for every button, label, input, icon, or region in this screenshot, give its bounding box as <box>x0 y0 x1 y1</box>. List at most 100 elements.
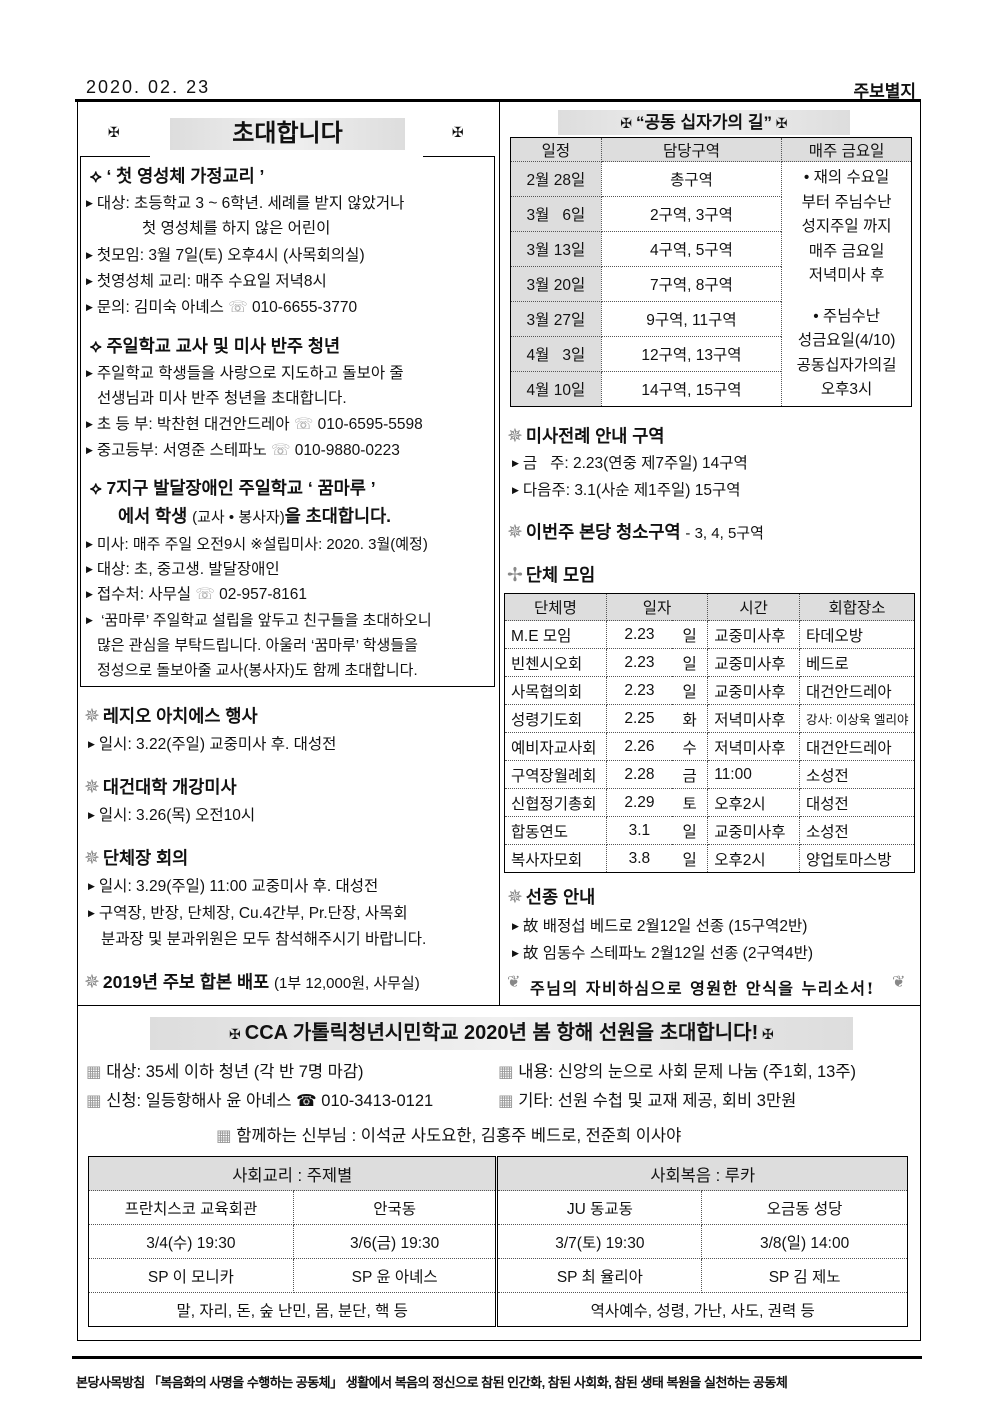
col-header: 담당구역 <box>600 137 783 162</box>
cca-table: 사회교리 : 주제별 사회복음 : 루카 프란치스코 교육회관 안국동 JU 동교동 오… <box>87 1156 908 1327</box>
section-heading: ✵ 미사전례 안내 구역 <box>507 426 665 447</box>
group-day: 일 <box>671 676 709 705</box>
square-icon: ▦ <box>498 1092 519 1110</box>
section-heading: ✵ 이번주 본당 청소구역 - 3, 4, 5구역 <box>507 522 764 543</box>
square-icon: ▦ <box>86 1092 107 1110</box>
section-heading: ✵ 레지오 아치에스 행사 <box>84 706 258 727</box>
table-row: 3/4(수) 19:30 3/6(금) 19:30 3/7(토) 19:30 3/8(… <box>88 1224 908 1259</box>
section-heading: ✵ 단체장 회의 <box>84 848 189 869</box>
group-time: 오후2시 <box>707 844 801 873</box>
table-row: 빈첸시오회 2.23 일 교중미사후 베드로 <box>504 648 915 677</box>
group-date: 2.28 <box>605 760 672 789</box>
group-day: 일 <box>671 844 709 873</box>
group-day: 수 <box>671 732 709 761</box>
square-icon: ▦ <box>216 1127 237 1145</box>
sparkle-icon: ✵ <box>84 972 100 993</box>
table-row: 복사자모회 3.8 일 오후2시 양업토마스방 <box>504 844 915 873</box>
table-row: 프란치스코 교육회관 안국동 JU 동교동 오금동 성당 <box>88 1190 908 1225</box>
section-heading: ⟡ 7지구 발달장애인 주일학교 ‘ 꿈마루 ’ <box>90 478 376 498</box>
cross-icon: ✠ <box>758 1026 774 1042</box>
col-header: 회합장소 <box>799 593 915 621</box>
table-row: SP 이 모니카 SP 윤 아녜스 SP 최 율리아 SP 김 제노 <box>88 1258 908 1293</box>
cca-item: ▦ 내용: 신앙의 눈으로 사회 문제 나눔 (주1회, 13주) <box>498 1063 857 1081</box>
list-item: ▶ 주일학교 학생들을 사랑으로 지도하고 돌보아 줄 <box>86 365 404 382</box>
sparkle-icon: ✵ <box>84 706 100 727</box>
table-row: 4월 3일 12구역, 13구역 <box>510 336 912 372</box>
table-row: 구역장월례회 2.28 금 11:00 소성전 <box>504 760 915 789</box>
list-item: ▶ 일시: 3.22(주일) 교중미사 후. 대성전 <box>88 736 337 753</box>
groups-table: 단체명 일자 시간 회합장소 M.E 모임 2.23 일 교중미사후 타데오방 빈첸시오회 2.2… <box>504 593 915 873</box>
list-item: 많은 관심을 부탁드립니다. 아울러 ‘꿈마루’ 학생들을 <box>97 637 418 654</box>
list-item: 첫 영성체를 하지 않은 어린이 <box>142 220 331 237</box>
cross-icon: ✠ <box>229 1026 245 1042</box>
list-item: ▶ 첫영성체 교리: 매주 수요일 저녁8시 <box>86 273 327 290</box>
group-date: 3.1 <box>605 816 672 845</box>
sparkle-icon: ✢ <box>507 565 523 586</box>
list-item: ▶ 문의: 김미숙 아녜스 ☏ 010-6655-3770 <box>86 299 358 316</box>
top-rule <box>75 99 921 102</box>
diamond-icon: ⟡ <box>90 336 107 356</box>
list-item: ▶ 일시: 3.29(주일) 11:00 교중미사 후. 대성전 <box>88 878 379 895</box>
group-date: 2.23 <box>605 648 672 677</box>
cross-icon: ✠ <box>108 124 120 140</box>
group-place: 베드로 <box>799 648 915 677</box>
invite-box <box>80 156 495 687</box>
group-date: 2.29 <box>605 788 672 817</box>
cross-way-table: 일정 담당구역 매주 금요일 2월 28일 총구역 • 재의 수요일 부터 주님수난 성지… <box>510 137 912 407</box>
table-row: 합동연도 3.1 일 교중미사후 소성전 <box>504 816 915 845</box>
group-time: 저녁미사후 <box>707 704 801 733</box>
list-item: ▶ 구역장, 반장, 단체장, Cu.4간부, Pr.단장, 사목회 <box>88 905 408 922</box>
col-header: 매주 금요일 <box>781 137 912 162</box>
section-heading: ✵ 2019년 주보 합본 배포 (1부 12,000원, 사무실) <box>84 972 420 993</box>
cross-way-title: ✠ “공동 십자가의 길” ✠ <box>558 110 850 135</box>
group-time: 교중미사후 <box>707 620 801 649</box>
group-name: 사목협의회 <box>504 676 607 705</box>
group-date: 2.23 <box>605 620 672 649</box>
phone-icon: ☎ <box>296 1092 317 1110</box>
col-header: 시간 <box>707 593 801 621</box>
outer-frame <box>77 100 921 1341</box>
list-item: ▶ 일시: 3.26(목) 오전10시 <box>88 807 256 824</box>
group-time: 교중미사후 <box>707 648 801 677</box>
group-place: 대성전 <box>799 788 915 817</box>
list-item: ▶ 미사: 매주 주일 오전9시 ※설립미사: 2020. 3월(예정) <box>86 536 428 553</box>
col-header: 일정 <box>510 137 602 162</box>
group-name: M.E 모임 <box>504 620 607 649</box>
list-item: ▶ 접수처: 사무실 ☏ 02-957-8161 <box>86 586 308 603</box>
group-name: 구역장월례회 <box>504 760 607 789</box>
column-divider <box>499 100 500 1005</box>
section-divider <box>77 1005 921 1006</box>
group-date: 2.23 <box>605 676 672 705</box>
group-date: 3.8 <box>605 844 672 873</box>
col-header: 일자 <box>605 593 709 621</box>
cross-icon: ✠ <box>620 115 637 131</box>
list-item: ▶ 故 임동수 스테파노 2월12일 선종 (2구역4반) <box>512 945 814 962</box>
sparkle-icon: ✵ <box>507 887 523 908</box>
group-place: 양업토마스방 <box>799 844 915 873</box>
list-item: 선생님과 미사 반주 청년을 초대합니다. <box>97 390 347 407</box>
footer-text: 본당사목방침 「복음화의 사명을 수행하는 공동체」 생활에서 복음의 정신으로… <box>76 1375 788 1390</box>
group-place: 소성전 <box>799 816 915 845</box>
ribbon-icon: ❦ <box>507 974 521 991</box>
group-date: 2.25 <box>605 704 672 733</box>
diamond-icon: ⟡ <box>90 166 107 186</box>
cross-icon: ✠ <box>771 115 788 131</box>
table-row: 3월 20일 7구역, 8구역 <box>510 266 912 302</box>
cca-title: ✠ CCA 가톨릭청년시민학교 2020년 봄 항해 선원을 초대합니다! ✠ <box>150 1017 853 1050</box>
group-name: 예비자교사회 <box>504 732 607 761</box>
sparkle-icon: ✵ <box>84 777 100 798</box>
group-date: 2.26 <box>605 732 672 761</box>
group-time: 11:00 <box>707 760 801 789</box>
list-item: ▶ 다음주: 3.1(사순 제1주일) 15구역 <box>512 482 741 499</box>
cca-item: ▦ 함께하는 신부님 : 이석균 사도요한, 김홍주 베드로, 전준희 이사야 <box>216 1127 682 1145</box>
phone-icon: ☏ <box>195 586 215 603</box>
list-item: ▶ 첫모임: 3월 7일(토) 오후4시 (사목회의실) <box>86 247 365 264</box>
table-row: 3월 6일 2구역, 3구역 <box>510 196 912 232</box>
square-icon: ▦ <box>498 1063 519 1081</box>
group-name: 빈첸시오회 <box>504 648 607 677</box>
list-item: ▶ 故 배정섭 베드로 2월12일 선종 (15구역2반) <box>512 918 808 935</box>
table-row: 성령기도회 2.25 화 저녁미사후 강사: 이상욱 엘리야 <box>504 704 915 733</box>
group-name: 신협정기총회 <box>504 788 607 817</box>
group-place: 대건안드레아 <box>799 732 915 761</box>
group-name: 합동연도 <box>504 816 607 845</box>
